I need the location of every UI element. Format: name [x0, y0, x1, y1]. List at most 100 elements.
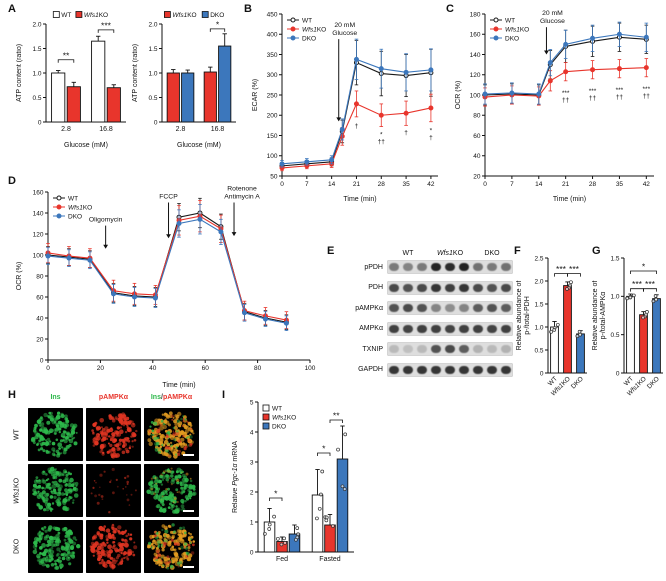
- blot-band: [416, 365, 428, 374]
- marker: [616, 66, 622, 72]
- svg-text:80: 80: [473, 113, 481, 120]
- bar: [66, 86, 81, 123]
- data-point: [336, 447, 340, 452]
- panel-label-b: B: [244, 3, 252, 15]
- marker: [242, 310, 247, 316]
- svg-text:DKO: DKO: [68, 213, 82, 220]
- bar: [550, 326, 559, 374]
- panel-label-c: C: [446, 3, 454, 15]
- series-line-WT: [484, 36, 647, 96]
- blot-band: [402, 365, 414, 374]
- svg-text:0.5: 0.5: [32, 95, 41, 102]
- data-point: [631, 293, 636, 298]
- legend-marker: [56, 195, 62, 201]
- legend-marker: [56, 204, 62, 210]
- svg-text:0: 0: [280, 181, 284, 188]
- svg-text:1.5: 1.5: [610, 255, 619, 262]
- marker: [482, 91, 488, 97]
- bar: [51, 72, 66, 123]
- svg-text:0.5: 0.5: [148, 95, 157, 102]
- svg-text:20 mM: 20 mM: [542, 10, 563, 17]
- svg-text:1.5: 1.5: [148, 46, 157, 53]
- svg-text:100: 100: [33, 252, 44, 259]
- blot-group-label: DKO: [484, 250, 500, 257]
- svg-text:20: 20: [473, 173, 481, 180]
- D-chart-svg: 0 20 40 60 80 100 120 140 160 OCR (%) Time (min) 0 2…: [16, 186, 316, 390]
- svg-text:2: 2: [250, 489, 254, 496]
- blot-band: [472, 324, 484, 333]
- svg-text:3: 3: [250, 459, 254, 466]
- marker: [590, 35, 596, 41]
- svg-text:40: 40: [36, 315, 44, 322]
- marker: [378, 112, 384, 118]
- svg-text:Wfs1KO: Wfs1KO: [172, 12, 196, 19]
- svg-text:WT: WT: [505, 17, 515, 24]
- legend-swatch: [262, 404, 270, 412]
- svg-text:14: 14: [535, 181, 543, 188]
- injection-arrow: [544, 50, 549, 55]
- blot-strip: [387, 260, 513, 274]
- marker: [643, 65, 649, 71]
- marker: [616, 31, 622, 37]
- blot-protein-label: GAPDH: [358, 366, 383, 373]
- blot-band: [458, 263, 470, 271]
- data-point: [317, 506, 322, 511]
- svg-text:120: 120: [33, 231, 44, 238]
- svg-text:60: 60: [202, 365, 210, 372]
- atp-content-chart-wt-vs-wfs1ko: 0 0.5 1.0 1.5 2.0 ATP content (ratio) Glucose …: [16, 8, 130, 150]
- data-point: [575, 334, 580, 338]
- svg-text:DKO: DKO: [302, 35, 316, 42]
- data-point: [628, 295, 633, 300]
- micro-column-header: Ins: [50, 394, 61, 401]
- data-point: [644, 312, 648, 317]
- data-point: [340, 484, 345, 489]
- svg-text:***: ***: [562, 90, 570, 97]
- marker: [283, 320, 289, 326]
- blot-band: [500, 283, 512, 292]
- A1-chart-svg: 0 0.5 1.0 1.5 2.0 ATP content (ratio) Glucose …: [16, 11, 126, 149]
- legend-swatch: [262, 413, 270, 421]
- svg-text:80: 80: [254, 365, 262, 372]
- blot-band: [486, 304, 498, 312]
- svg-text:†: †: [404, 130, 408, 137]
- data-point: [324, 518, 329, 523]
- svg-text:*: *: [322, 444, 326, 454]
- svg-text:Relative abundance of: Relative abundance of: [592, 281, 599, 351]
- marker: [329, 157, 335, 163]
- svg-text:250: 250: [267, 92, 278, 99]
- data-point: [263, 531, 267, 536]
- injection-arrow: [166, 234, 171, 239]
- immunofluorescence-grid: Ins pAMPKα Ins/pAMPKα WT Wfs1 KO DKO: [8, 394, 214, 580]
- blot-band: [402, 263, 414, 271]
- legend-swatch: [52, 11, 60, 18]
- svg-text:ATP content (ratio): ATP content (ratio): [132, 44, 139, 102]
- data-point: [267, 522, 272, 527]
- svg-text:DKO: DKO: [505, 35, 519, 42]
- panel-label-i: I: [222, 389, 226, 401]
- data-point: [568, 283, 572, 288]
- legend-marker: [290, 17, 296, 23]
- blot-band: [500, 345, 512, 353]
- blot-band: [430, 324, 442, 333]
- svg-text:80: 80: [36, 273, 44, 280]
- blot-band: [458, 345, 470, 353]
- bar: [203, 71, 217, 123]
- svg-text:180: 180: [470, 11, 481, 18]
- svg-text:***: ***: [556, 264, 567, 274]
- marker: [87, 257, 93, 263]
- svg-text:**: **: [63, 50, 70, 60]
- svg-text:150: 150: [267, 133, 278, 140]
- svg-text:***: ***: [632, 279, 643, 289]
- svg-text:7: 7: [305, 181, 309, 188]
- bar: [218, 45, 232, 123]
- bar: [324, 524, 336, 553]
- micro-row-label: Wfs1 KO: [13, 477, 21, 504]
- svg-text:Relative Pgc-1α mRNA: Relative Pgc-1α mRNA: [232, 441, 239, 513]
- svg-text:*: *: [642, 262, 646, 272]
- panel-label-g: G: [592, 245, 601, 257]
- blot-protein-label: AMPKα: [359, 325, 383, 332]
- blot-strip: [387, 342, 513, 356]
- micro-row-label: DKO: [13, 538, 21, 555]
